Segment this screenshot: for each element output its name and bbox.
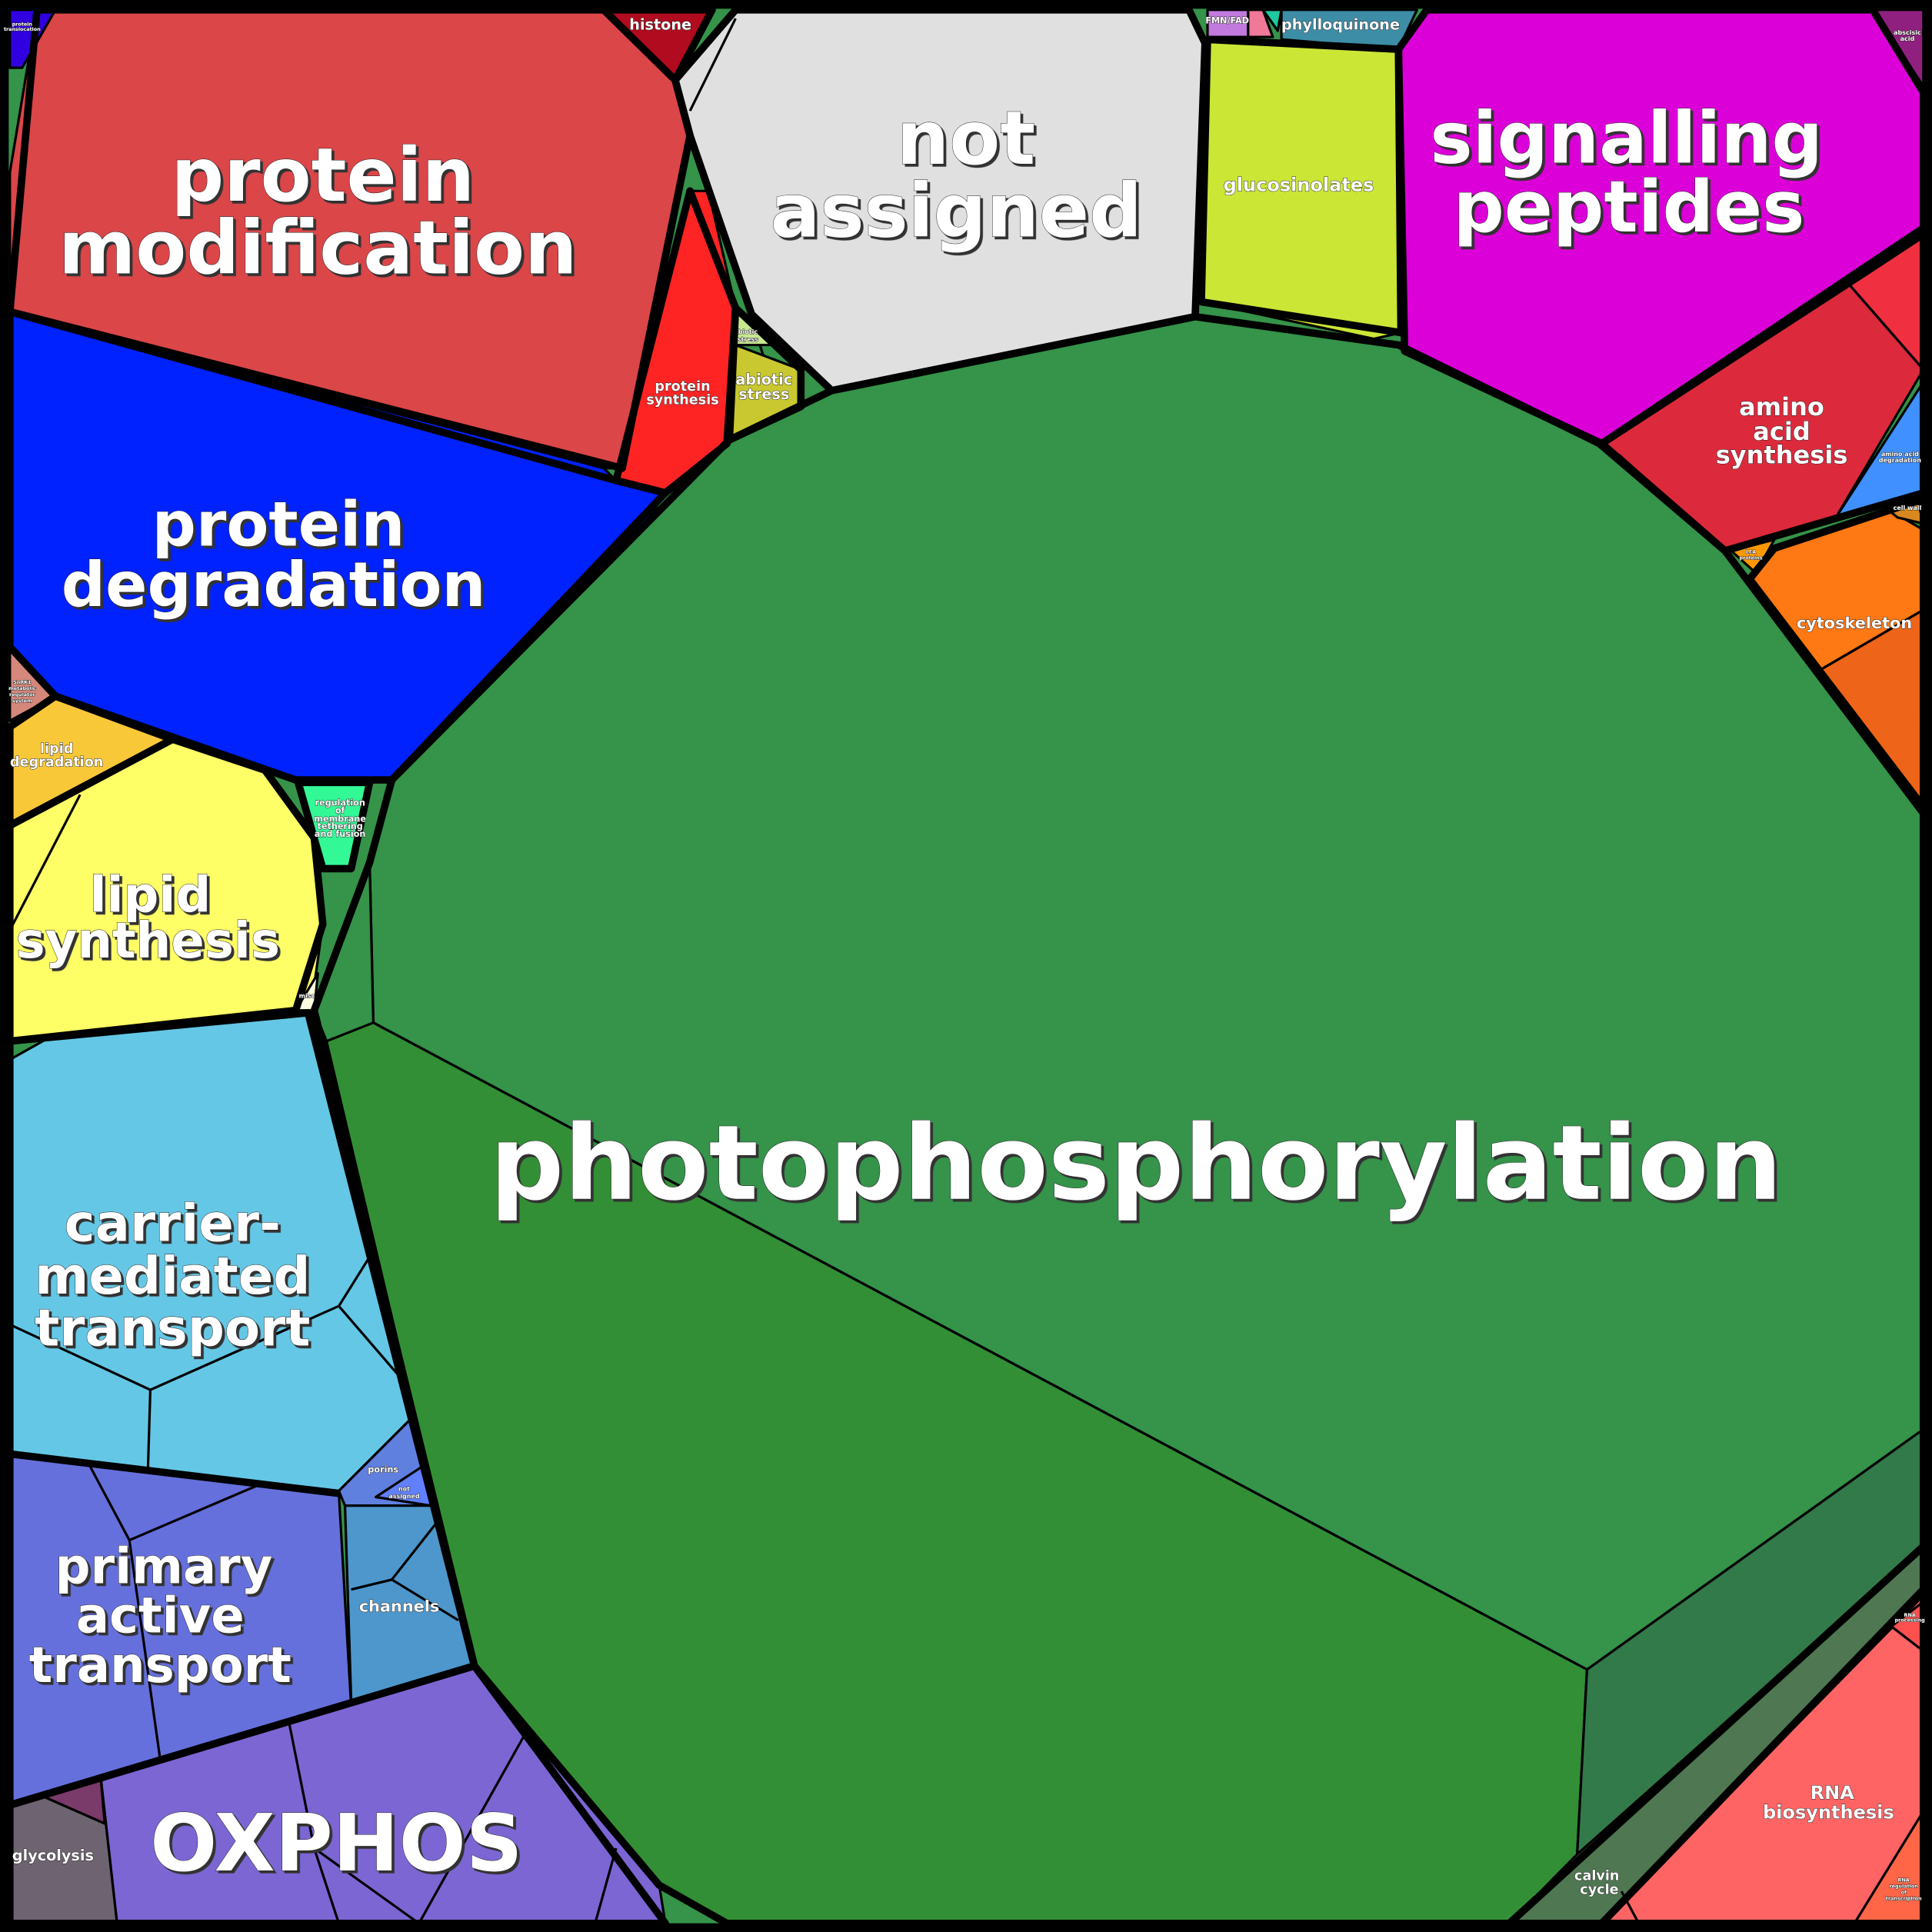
label-protein-translocation: protein translocation — [4, 22, 41, 32]
label-abscisic-acid: abscisic acid — [1894, 29, 1921, 42]
label-histone: histone — [629, 15, 691, 33]
label-lea-proteins: LEA proteins — [1739, 548, 1762, 561]
label-porins: porins — [368, 1464, 398, 1474]
cell-iron-sulfur[interactable] — [1247, 8, 1274, 38]
label-channels: channels — [359, 1597, 439, 1615]
label-cytoskeleton: cytoskeleton — [1797, 614, 1912, 632]
label-oxphos: OXPHOS — [150, 1798, 522, 1890]
label-protein-synthesis: protein synthesis — [646, 379, 718, 408]
label-protein-modification: protein modification — [58, 132, 577, 291]
label-protein-degradation: protein degradation — [62, 489, 486, 621]
labels: photophosphorylation protein modification… — [3, 15, 1926, 1902]
label-abiotic-stress: abiotic stress — [735, 371, 792, 403]
label-biotic-stress: biotic stress — [738, 328, 759, 343]
label-glucosinolates: glucosinolates — [1224, 174, 1374, 195]
label-glycolysis: glycolysis — [12, 1847, 94, 1864]
label-lipid-synthesis: lipid synthesis — [16, 868, 280, 970]
label-calvin-cycle: calvin cycle — [1574, 1869, 1619, 1898]
label-misc: misc — [299, 993, 315, 1000]
label-phylloquinone: phylloquinone — [1281, 15, 1400, 33]
label-fmn-fad: FMN/FAD — [1205, 15, 1249, 25]
label-amino-acid-degradation: amino acid degradation — [1879, 451, 1921, 464]
label-rna-processing: RNA processing — [1895, 1612, 1926, 1623]
label-regulation-membrane: regulation of membrane tethering and fusion — [314, 798, 366, 839]
label-not-assigned: not assigned — [770, 95, 1141, 255]
cell-teal-small[interactable] — [1261, 8, 1283, 32]
label-primary-active-transport: primary active transport — [29, 1539, 291, 1694]
label-lipid-degradation: lipid degradation — [10, 741, 103, 771]
label-rna-regulation: RNA regulation of transcription — [1886, 1877, 1922, 1901]
label-rna-biosynthesis: RNA biosynthesis — [1763, 1782, 1894, 1824]
label-cell-wall: cell wall — [1894, 505, 1922, 511]
label-photophosphorylation: photophosphorylation — [490, 1103, 1782, 1224]
label-amino-acid-synthesis: amino acid synthesis — [1716, 392, 1848, 469]
label-signalling-peptides: signalling peptides — [1430, 96, 1823, 248]
label-carrier-mediated-transport: carrier-mediated transport — [35, 1193, 310, 1357]
label-snrk1: SnRK1 metabolic regulator system — [8, 679, 36, 704]
label-not-assigned-small: not assigned — [388, 1485, 420, 1500]
cell-photophosphorylation[interactable] — [312, 315, 1925, 1925]
